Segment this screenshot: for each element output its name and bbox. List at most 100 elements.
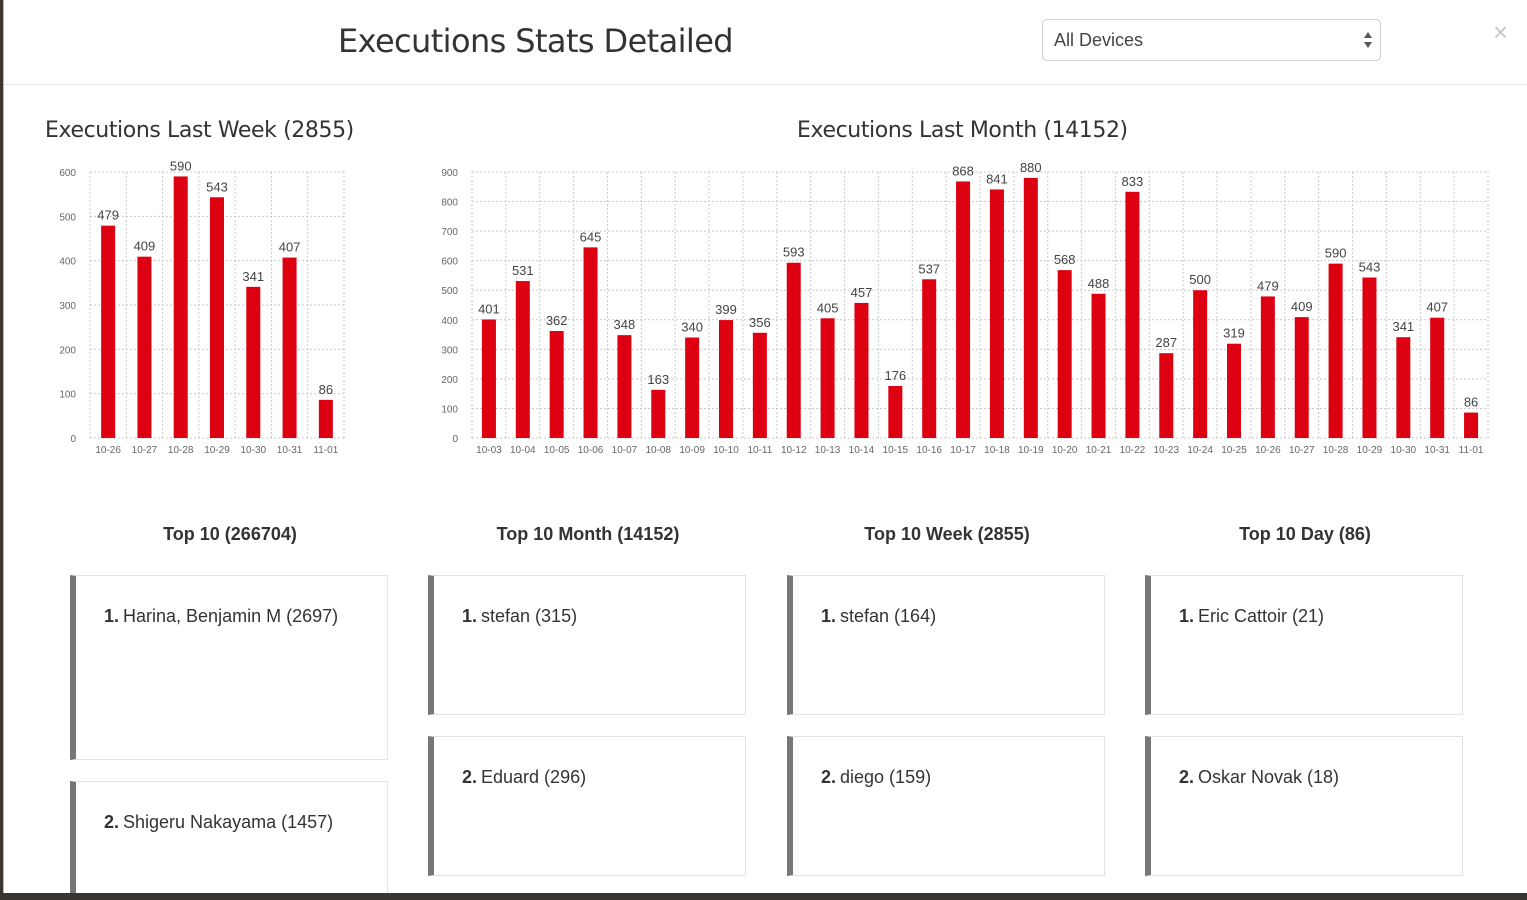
x-tick-label: 10-28 bbox=[168, 445, 194, 456]
list-item[interactable]: 2. diego (159) bbox=[787, 736, 1105, 876]
data-label: 568 bbox=[1054, 252, 1076, 267]
x-tick-label: 10-24 bbox=[1187, 445, 1213, 456]
bar bbox=[1362, 277, 1377, 438]
x-tick-label: 10-08 bbox=[645, 445, 671, 456]
data-label: 479 bbox=[97, 208, 119, 223]
x-tick-label: 10-21 bbox=[1086, 445, 1112, 456]
data-label: 833 bbox=[1122, 174, 1144, 189]
x-tick-label: 10-26 bbox=[1255, 445, 1281, 456]
bar bbox=[210, 197, 224, 438]
y-tick-label: 0 bbox=[452, 434, 458, 445]
data-label: 405 bbox=[817, 300, 839, 315]
x-tick-label: 10-09 bbox=[679, 445, 705, 456]
close-icon[interactable]: × bbox=[1493, 17, 1509, 47]
data-label: 401 bbox=[478, 301, 500, 316]
y-tick-label: 400 bbox=[59, 257, 76, 268]
bar bbox=[173, 176, 188, 438]
data-label: 500 bbox=[1189, 272, 1211, 287]
rank: 2. bbox=[821, 767, 837, 787]
data-label: 407 bbox=[1426, 300, 1448, 315]
x-tick-label: 10-23 bbox=[1153, 445, 1179, 456]
y-tick-label: 100 bbox=[441, 404, 458, 415]
data-label: 407 bbox=[279, 240, 301, 255]
x-tick-label: 10-31 bbox=[277, 445, 303, 456]
rank: 2. bbox=[104, 812, 120, 832]
data-label: 399 bbox=[715, 302, 737, 317]
x-tick-label: 10-15 bbox=[883, 445, 909, 456]
data-label: 362 bbox=[546, 313, 568, 328]
bar bbox=[101, 225, 116, 438]
bar bbox=[888, 385, 903, 438]
select-arrows-icon bbox=[1364, 32, 1372, 48]
list-item[interactable]: 1. stefan (164) bbox=[787, 575, 1105, 715]
x-tick-label: 10-30 bbox=[1391, 445, 1417, 456]
top-month-heading: Top 10 Month (14152) bbox=[496, 524, 680, 544]
bar bbox=[515, 281, 530, 438]
data-label: 841 bbox=[986, 171, 1008, 186]
bar bbox=[282, 257, 297, 438]
y-tick-label: 600 bbox=[441, 257, 458, 268]
top-day-heading: Top 10 Day (86) bbox=[1239, 524, 1371, 544]
page-title: Executions Stats Detailed bbox=[338, 22, 734, 60]
y-tick-label: 800 bbox=[441, 198, 458, 209]
rank: 1. bbox=[821, 606, 837, 626]
data-label: 409 bbox=[134, 239, 156, 254]
list-item[interactable]: 1. Harina, Benjamin M (2697) bbox=[70, 575, 388, 760]
x-tick-label: 10-10 bbox=[713, 445, 739, 456]
data-label: 537 bbox=[918, 261, 940, 276]
x-tick-label: 10-27 bbox=[132, 445, 158, 456]
bar bbox=[1159, 353, 1174, 438]
rank: 2. bbox=[1179, 767, 1195, 787]
x-tick-label: 11-01 bbox=[1459, 445, 1484, 456]
list-item[interactable]: 1. stefan (315) bbox=[428, 575, 746, 715]
data-label: 86 bbox=[319, 382, 333, 397]
x-tick-label: 10-20 bbox=[1052, 445, 1078, 456]
x-tick-label: 10-16 bbox=[916, 445, 942, 456]
top-week-heading: Top 10 Week (2855) bbox=[864, 524, 1030, 544]
bar bbox=[651, 389, 666, 438]
bar bbox=[137, 256, 152, 438]
entry-text: Oskar Novak (18) bbox=[1198, 767, 1340, 787]
rank: 1. bbox=[104, 606, 120, 626]
device-select[interactable]: All Devices bbox=[1042, 19, 1381, 61]
data-label: 86 bbox=[1464, 395, 1478, 410]
data-label: 341 bbox=[1392, 319, 1414, 334]
x-tick-label: 10-22 bbox=[1120, 445, 1146, 456]
data-label: 348 bbox=[614, 317, 636, 332]
week-chart-title: Executions Last Week (2855) bbox=[45, 118, 354, 143]
x-tick-label: 10-14 bbox=[849, 445, 875, 456]
x-tick-label: 10-18 bbox=[984, 445, 1010, 456]
y-tick-label: 500 bbox=[59, 212, 76, 223]
data-label: 531 bbox=[512, 263, 534, 278]
data-label: 590 bbox=[1325, 246, 1347, 261]
bar bbox=[989, 189, 1004, 438]
data-label: 287 bbox=[1155, 335, 1177, 350]
y-tick-label: 500 bbox=[441, 286, 458, 297]
y-tick-label: 200 bbox=[441, 375, 458, 386]
bar bbox=[956, 181, 971, 439]
data-label: 543 bbox=[206, 179, 228, 194]
data-label: 645 bbox=[580, 229, 602, 244]
bar bbox=[1023, 177, 1038, 438]
stats-modal: Executions Stats Detailed All Devices × … bbox=[3, 0, 1527, 893]
bar bbox=[719, 320, 733, 438]
bar bbox=[617, 335, 632, 438]
list-item[interactable]: 2. Oskar Novak (18) bbox=[1145, 736, 1463, 876]
data-label: 356 bbox=[749, 315, 771, 330]
data-label: 488 bbox=[1088, 276, 1110, 291]
entry-text: Harina, Benjamin M (2697) bbox=[123, 606, 339, 626]
list-item[interactable]: 1. Eric Cattoir (21) bbox=[1145, 575, 1463, 715]
data-label: 593 bbox=[783, 245, 805, 260]
list-item[interactable]: 2. Shigeru Nakayama (1457) bbox=[70, 781, 388, 893]
x-tick-label: 10-28 bbox=[1323, 445, 1349, 456]
x-tick-label: 10-05 bbox=[544, 445, 570, 456]
entry-text: diego (159) bbox=[840, 767, 932, 787]
rank: 1. bbox=[1179, 606, 1195, 626]
x-tick-label: 10-31 bbox=[1424, 445, 1450, 456]
list-item[interactable]: 2. Eduard (296) bbox=[428, 736, 746, 876]
data-label: 163 bbox=[647, 372, 669, 387]
x-tick-label: 10-03 bbox=[476, 445, 502, 456]
week-chart: 0 100 200 300 400 500 600 479 10-26 409 10-27 590 10… bbox=[59, 158, 345, 456]
data-label: 457 bbox=[851, 285, 873, 300]
bar bbox=[1260, 296, 1275, 438]
